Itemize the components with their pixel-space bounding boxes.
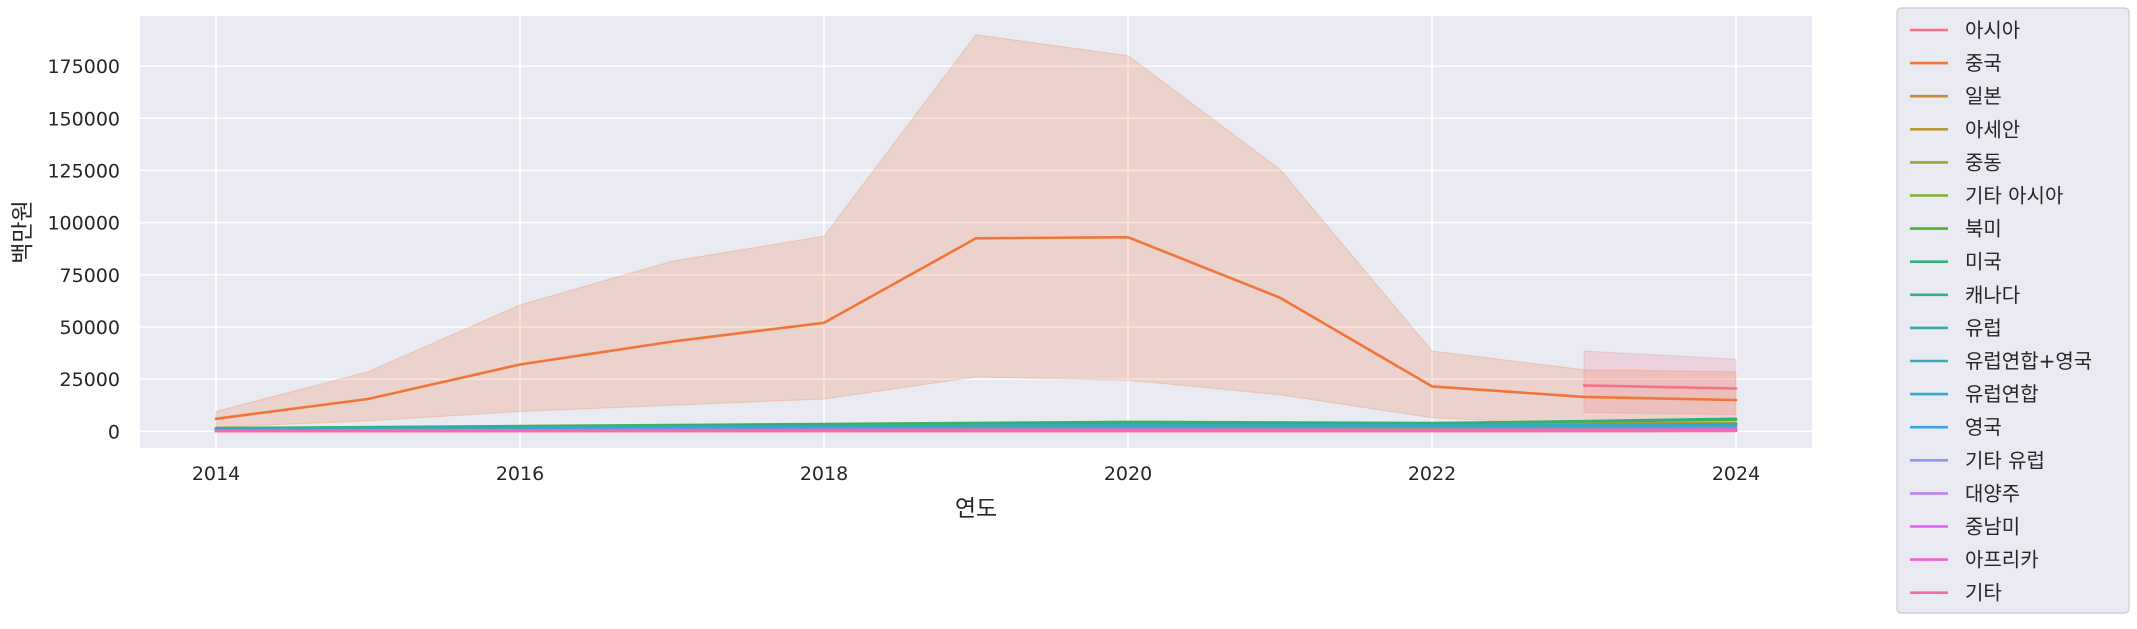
legend-label: 유럽 [1965,316,2002,340]
y-tick-label: 125000 [47,160,120,182]
series-line-0 [1582,384,1738,390]
x-axis-label: 연도 [955,496,997,522]
legend-label: 유럽연합 [1965,382,2039,406]
y-tick-label: 50000 [60,317,120,339]
legend-frame [1896,7,2130,614]
series-line-11 [214,424,1738,431]
legend-label: 아프리카 [1965,548,2039,572]
x-tick-label: 2020 [1104,463,1152,485]
y-tick-label: 150000 [47,108,120,130]
series-lines [214,235,1738,433]
legend-label: 대양주 [1965,481,2020,505]
legend-label: 유럽연합+영국 [1965,349,2092,373]
legend-label: 영국 [1965,415,2002,439]
legend-label: 기타 [1965,581,2002,605]
plot-background [140,16,1812,448]
legend-label: 중국 [1965,51,2002,75]
y-tick-labels: 0 25000 50000 75000 100000 125000 150000 175000 [47,56,120,443]
legend-label: 기타 아시아 [1965,184,2063,208]
x-tick-label: 2024 [1712,463,1760,485]
y-tick-label: 0 [108,421,120,443]
legend-label: 캐나다 [1965,283,2020,307]
series-line-1 [214,235,1738,421]
legend-label: 중동 [1965,150,2002,174]
legend-label: 아시아 [1965,18,2020,42]
legend-label: 미국 [1965,250,2002,274]
x-tick-label: 2022 [1408,463,1456,485]
legend-label: 아세안 [1965,117,2020,141]
x-tick-label: 2014 [192,463,240,485]
x-tick-label: 2018 [800,463,848,485]
y-tick-label: 100000 [47,213,120,235]
legend-label: 일본 [1965,84,2002,108]
legend-label: 북미 [1965,217,2002,241]
x-tick-labels: 2014 2016 2018 2020 2022 2024 [192,463,1760,485]
legend-label: 중남미 [1965,515,2020,539]
y-axis-label: 백만원 [10,200,36,263]
y-tick-label: 175000 [47,56,120,78]
y-tick-label: 25000 [60,369,120,391]
x-tick-label: 2016 [496,463,544,485]
legend-label: 기타 유럽 [1965,448,2045,472]
y-tick-label: 75000 [60,265,120,287]
